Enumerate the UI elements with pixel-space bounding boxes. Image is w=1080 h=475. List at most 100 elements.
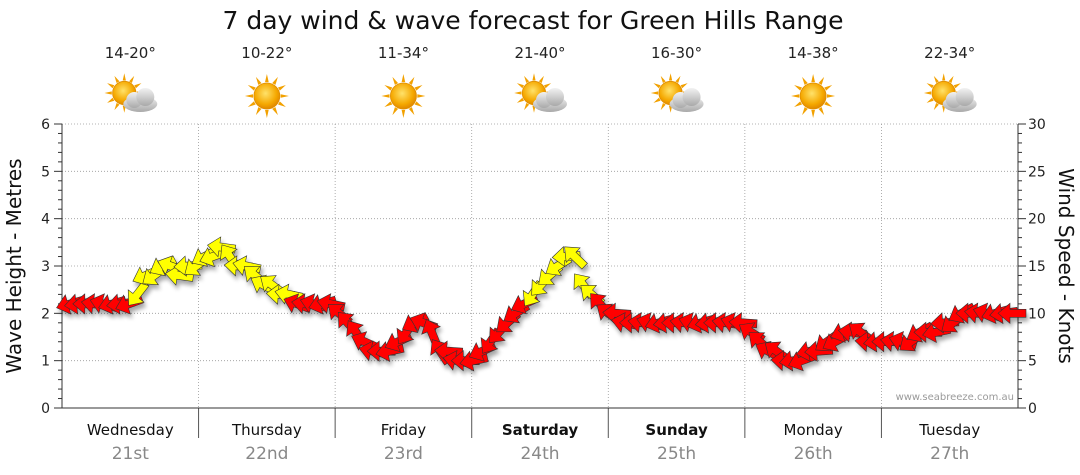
sun-ray: [392, 76, 399, 85]
sun-ray: [414, 85, 423, 91]
left-tick-label: 6: [41, 117, 50, 133]
sun-ray: [933, 75, 939, 83]
wind-arrow: [997, 302, 1027, 324]
day-date-label: 21st: [112, 444, 149, 464]
right-tick-label: 5: [1028, 354, 1037, 370]
sun-ray: [926, 97, 934, 103]
day-date-label: 25th: [657, 444, 696, 464]
sun-ray: [278, 85, 286, 91]
day-temperature-range: 16-30°: [651, 44, 702, 62]
cloud-puff: [682, 88, 701, 106]
watermark-text: www.seabreeze.com.au: [896, 392, 1014, 403]
sun-disc: [799, 82, 827, 110]
day-name-label: Saturday: [502, 421, 579, 439]
cloud-shape: [669, 88, 704, 112]
day-temperature-range: 14-20°: [105, 44, 156, 62]
sunny-icon: [381, 74, 426, 118]
sun-ray: [653, 97, 661, 103]
sun-ray: [650, 91, 659, 95]
sun-ray: [122, 73, 126, 81]
sun-ray: [247, 85, 256, 91]
sun-ray: [811, 109, 815, 118]
sun-ray: [134, 83, 142, 89]
right-tick-label: 10: [1028, 306, 1046, 322]
day-temperature-range: 11-34°: [378, 44, 429, 62]
cloud-puff: [546, 88, 564, 106]
sun-ray: [516, 83, 524, 89]
left-tick-label: 3: [41, 259, 50, 275]
sun-ray: [675, 75, 681, 83]
sun-ray: [272, 107, 278, 116]
left-axis-ticks: 0 1 2 3 4 5 6: [41, 117, 62, 417]
left-axis-label: Wave Height - Metres: [2, 158, 26, 373]
right-tick-label: 20: [1028, 212, 1046, 228]
sunny-icon: [244, 74, 289, 118]
sun-ray: [401, 74, 406, 83]
sun-ray: [824, 85, 833, 91]
day-name-label: Wednesday: [87, 421, 174, 439]
partly-cloudy-icon: [650, 73, 704, 113]
sun-ray: [926, 83, 934, 89]
sun-ray: [660, 75, 666, 83]
partly-cloudy-icon: [923, 73, 977, 113]
sun-ray: [114, 75, 120, 83]
sun-ray: [104, 91, 112, 95]
day-name-label: Monday: [784, 421, 843, 439]
cloud-shape: [942, 88, 977, 112]
sun-ray: [384, 85, 393, 91]
sun-ray: [417, 94, 426, 98]
day-temperature-range: 14-38°: [788, 44, 839, 62]
day-name-label: Thursday: [231, 421, 302, 439]
sun-ray: [278, 101, 286, 107]
chart-title: 7 day wind & wave forecast for Green Hil…: [222, 6, 843, 35]
daily-weather-row: 14-20° 10-22° 11-34° 21-40° 16-30° 14-38° 22-3…: [104, 44, 977, 118]
sun-ray: [824, 101, 833, 107]
wind-arrows-series: [56, 236, 1027, 372]
day-date-label: 26th: [794, 444, 833, 464]
partly-cloudy-icon: [104, 73, 158, 113]
sun-ray: [818, 107, 825, 116]
sun-disc: [253, 82, 281, 110]
sun-ray: [923, 91, 932, 95]
sun-ray: [265, 74, 269, 83]
sun-ray: [948, 75, 954, 83]
sun-ray: [265, 109, 269, 118]
day-date-label: 24th: [520, 444, 559, 464]
wind-arrow: [564, 246, 588, 270]
left-tick-label: 4: [41, 212, 50, 228]
sun-ray: [653, 83, 661, 89]
x-axis-day-labels: Wednesday 21st Thursday 22nd Friday 23rd Satur…: [87, 421, 980, 464]
sun-ray: [255, 107, 262, 116]
partly-cloudy-icon: [514, 73, 567, 113]
sun-ray: [794, 101, 802, 107]
cloud-shape: [123, 88, 158, 112]
day-name-label: Friday: [381, 421, 427, 439]
left-tick-label: 1: [41, 354, 50, 370]
sun-ray: [532, 73, 536, 81]
sun-ray: [794, 85, 802, 91]
right-tick-label: 25: [1028, 164, 1046, 180]
right-tick-label: 0: [1028, 401, 1037, 417]
sun-ray: [414, 101, 423, 107]
sun-ray: [384, 101, 393, 107]
sun-ray: [408, 76, 415, 85]
sun-ray: [660, 103, 666, 111]
sun-ray: [953, 83, 961, 89]
right-axis-label: Wind Speed - Knots: [1054, 168, 1078, 364]
sun-ray: [381, 94, 390, 98]
cloud-puff: [136, 88, 155, 106]
day-temperature-range: 22-34°: [924, 44, 975, 62]
sun-ray: [680, 83, 688, 89]
sun-ray: [129, 75, 135, 83]
sun-ray: [524, 103, 530, 111]
right-axis-ticks: 0 5 10 15 20 25 30: [1018, 117, 1046, 417]
sun-shape: [381, 74, 426, 118]
sun-ray: [802, 107, 808, 116]
sun-ray: [272, 76, 278, 85]
sun-ray: [114, 103, 120, 111]
sun-ray: [401, 109, 406, 118]
sun-ray: [514, 91, 522, 95]
sun-ray: [247, 101, 256, 107]
day-temperature-range: 10-22°: [241, 44, 292, 62]
